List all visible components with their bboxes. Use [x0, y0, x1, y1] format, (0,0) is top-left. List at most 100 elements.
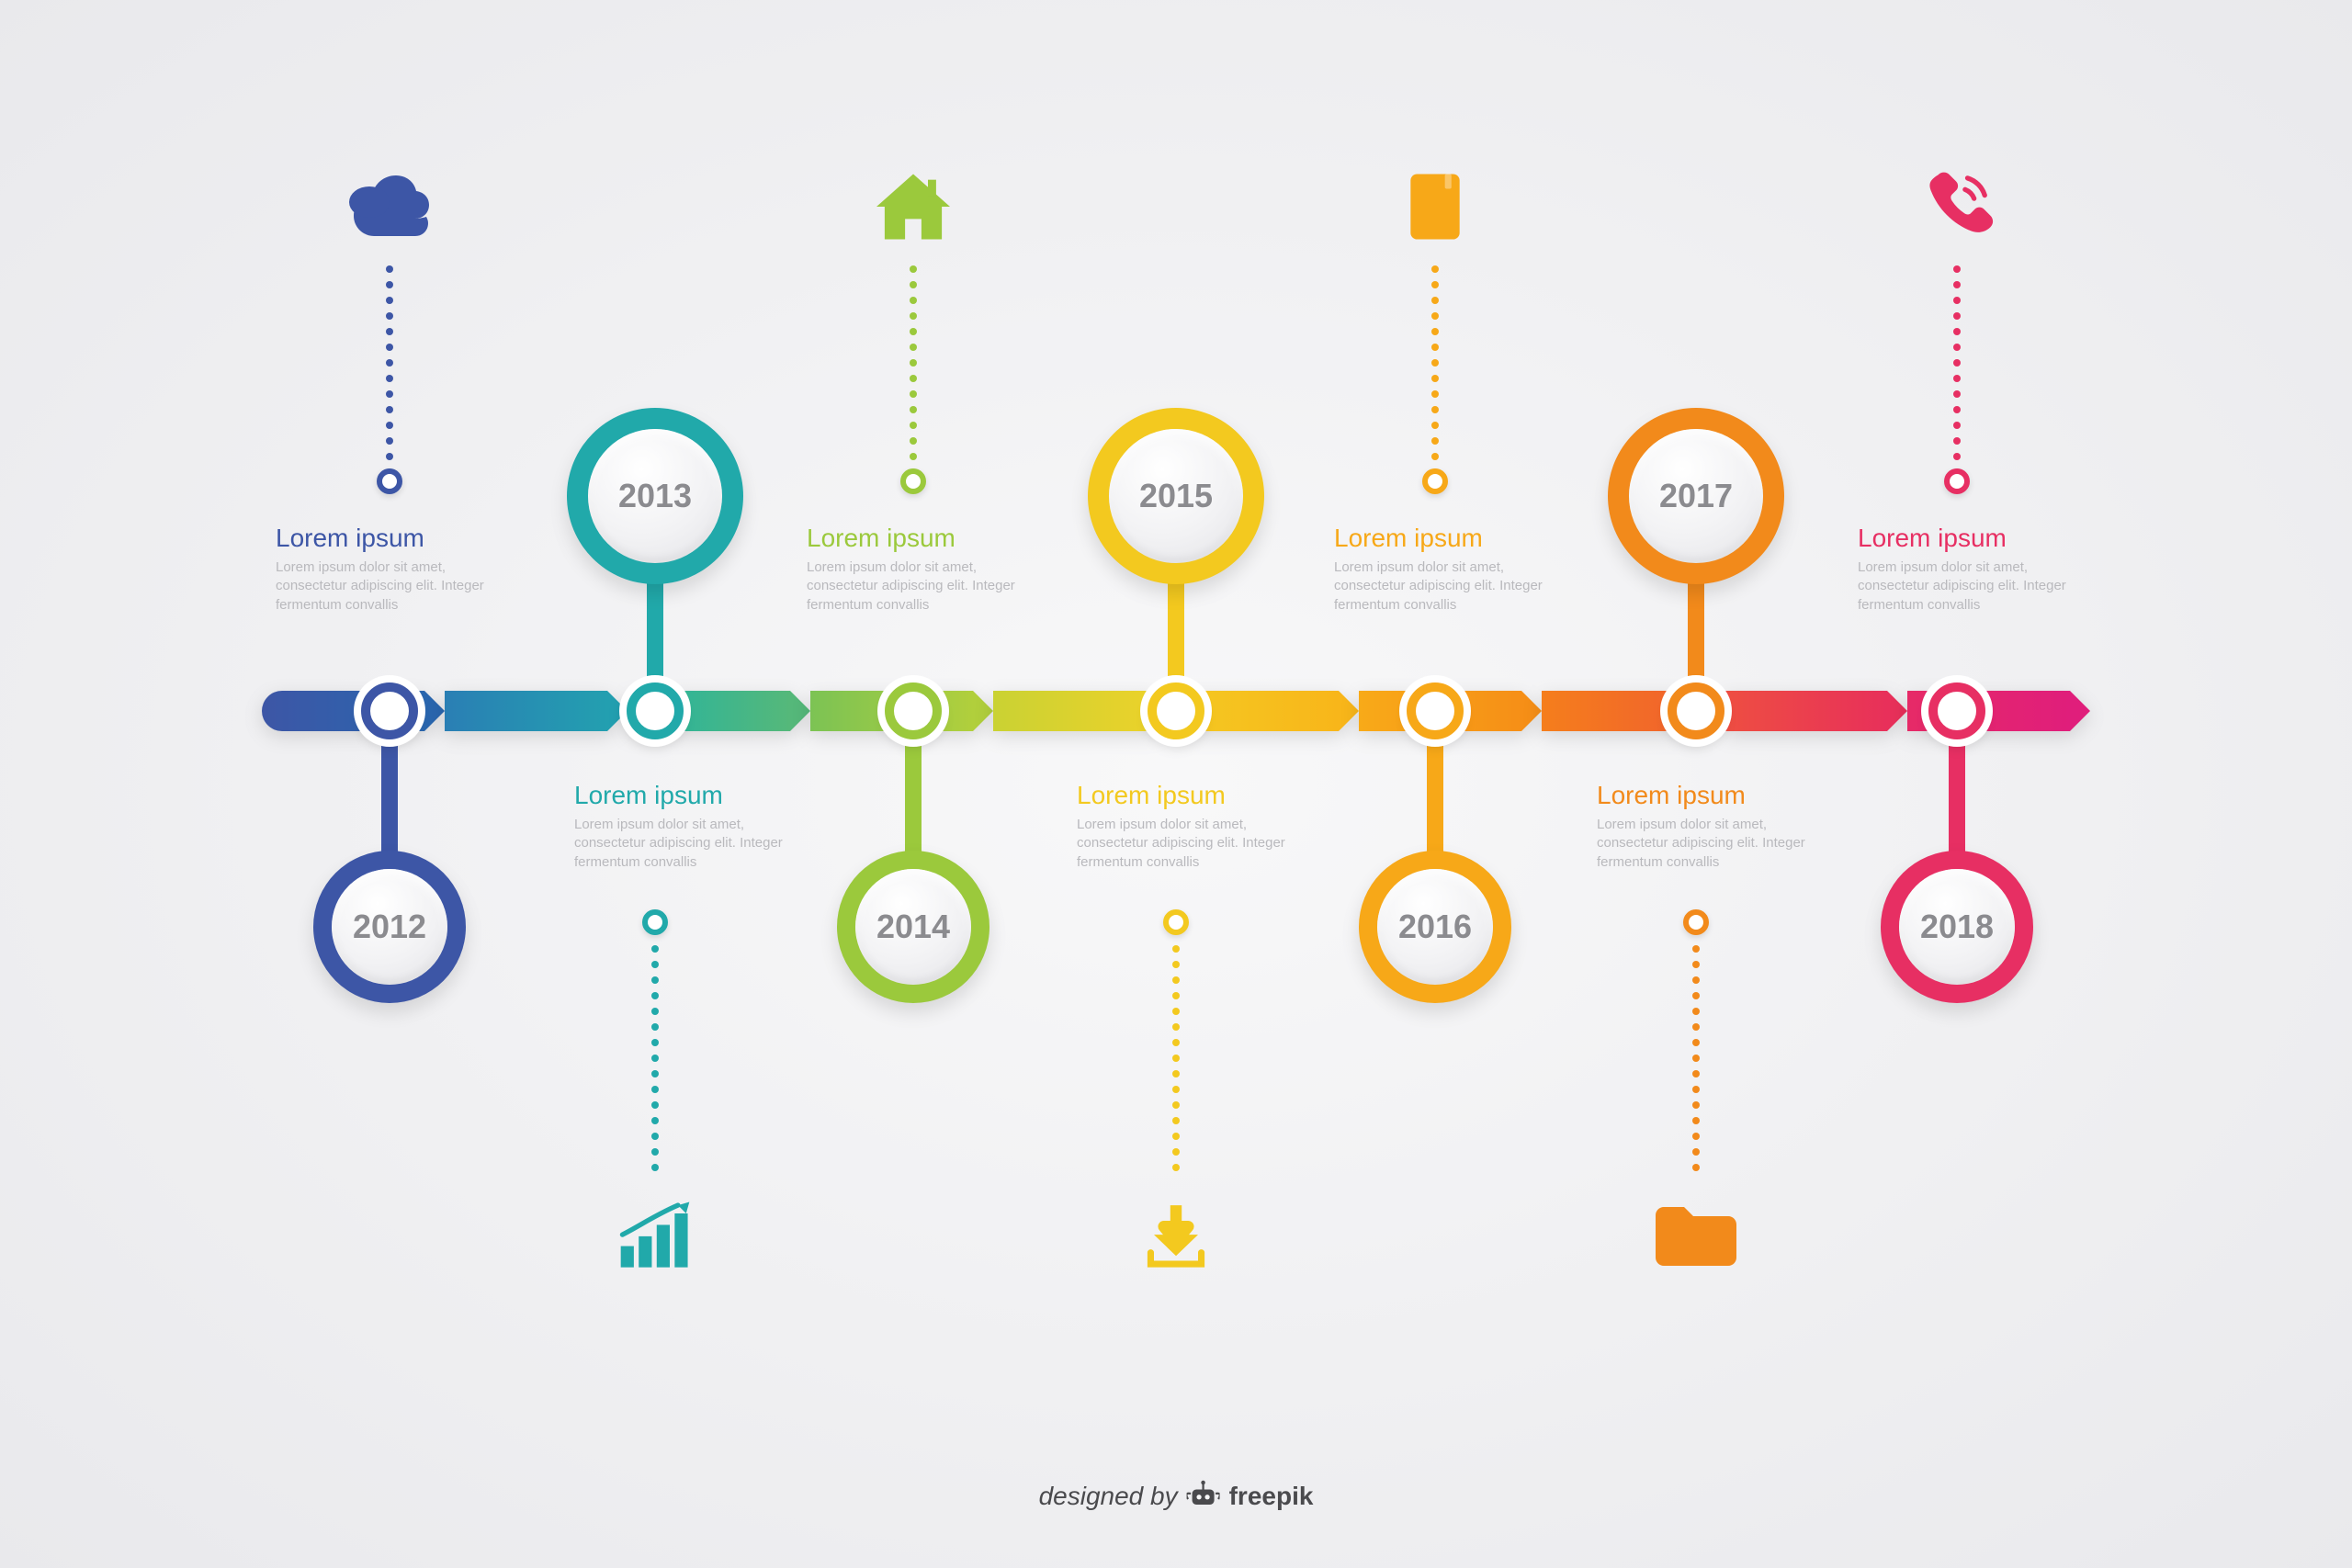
connector-dot [1953, 453, 1961, 460]
connector-dot [1431, 312, 1439, 320]
dotted-connector [1172, 937, 1180, 1179]
book-icon [1389, 170, 1481, 243]
entry-text: Lorem ipsum Lorem ipsum dolor sit amet, c… [1597, 781, 1836, 872]
connector-dot [1953, 359, 1961, 367]
connector-dot [651, 961, 659, 968]
connector-dot [1953, 312, 1961, 320]
entry-body: Lorem ipsum dolor sit amet, consectetur … [574, 816, 813, 872]
connector-dot [1692, 1086, 1700, 1093]
attribution: designed by freepik [1039, 1480, 1314, 1513]
connector-dot [386, 265, 393, 273]
connector-dot [1692, 1133, 1700, 1140]
connector-dot [1953, 406, 1961, 413]
connector-dot [651, 992, 659, 999]
year-ball: 2012 [313, 851, 466, 1003]
year-ball: 2015 [1088, 408, 1264, 584]
connector-dot [1692, 1055, 1700, 1062]
connector-dot [1953, 265, 1961, 273]
connector-dot [910, 328, 917, 335]
connector-dot [1692, 1148, 1700, 1156]
connector-dot [1431, 453, 1439, 460]
connector-dot [1431, 390, 1439, 398]
entry-title: Lorem ipsum [276, 524, 514, 553]
year-ball: 2018 [1881, 851, 2033, 1003]
connector-dot [651, 1133, 659, 1140]
connector-terminator [377, 468, 402, 494]
chart-icon [609, 1199, 701, 1272]
connector-dot [1172, 1055, 1180, 1062]
connector-dot [651, 1008, 659, 1015]
connector-dot [386, 359, 393, 367]
connector-dot [1172, 992, 1180, 999]
connector-dot [1692, 976, 1700, 984]
connector-dot [651, 945, 659, 953]
connector-dot [1431, 281, 1439, 288]
connector-dot [910, 437, 917, 445]
connector-dot [910, 312, 917, 320]
entry-title: Lorem ipsum [1077, 781, 1316, 810]
entry-title: Lorem ipsum [1334, 524, 1573, 553]
connector-dot [386, 312, 393, 320]
entry-body: Lorem ipsum dolor sit amet, consectetur … [1858, 558, 2097, 615]
entry-title: Lorem ipsum [574, 781, 813, 810]
connector-dot [1431, 375, 1439, 382]
download-icon [1130, 1199, 1222, 1272]
connector-dot [1692, 1101, 1700, 1109]
connector-dot [1953, 281, 1961, 288]
connector-dot [1953, 422, 1961, 429]
connector-dot [1692, 1164, 1700, 1171]
connector-terminator [642, 909, 668, 935]
connector-dot [1692, 945, 1700, 953]
connector-dot [1172, 1101, 1180, 1109]
connector-dot [910, 359, 917, 367]
timeline-marker [1668, 682, 1724, 739]
connector-terminator [1163, 909, 1189, 935]
attribution-prefix: designed by [1039, 1482, 1178, 1511]
connector-dot [386, 390, 393, 398]
connector-dot [1953, 344, 1961, 351]
timeline-marker [627, 682, 684, 739]
home-icon [867, 170, 959, 243]
connector-dot [1172, 1086, 1180, 1093]
connector-dot [1431, 344, 1439, 351]
connector-dot [1431, 406, 1439, 413]
year-label: 2014 [855, 869, 971, 985]
connector-terminator [1422, 468, 1448, 494]
year-label: 2015 [1109, 429, 1243, 563]
connector-dot [651, 1086, 659, 1093]
year-label: 2016 [1377, 869, 1493, 985]
connector-dot [386, 297, 393, 304]
entry-text: Lorem ipsum Lorem ipsum dolor sit amet, c… [1077, 781, 1316, 872]
entry-title: Lorem ipsum [1597, 781, 1836, 810]
year-ball: 2017 [1608, 408, 1784, 584]
connector-dot [1172, 1070, 1180, 1077]
timeline-marker [1928, 682, 1985, 739]
entry-text: Lorem ipsum Lorem ipsum dolor sit amet, c… [574, 781, 813, 872]
axis-segment [1724, 691, 1907, 731]
entry-body: Lorem ipsum dolor sit amet, consectetur … [1597, 816, 1836, 872]
entry-body: Lorem ipsum dolor sit amet, consectetur … [1077, 816, 1316, 872]
connector-dot [651, 1101, 659, 1109]
entry-text: Lorem ipsum Lorem ipsum dolor sit amet, c… [276, 524, 514, 615]
connector-dot [651, 1070, 659, 1077]
connector-dot [386, 344, 393, 351]
connector-dot [651, 1039, 659, 1046]
freepik-logo-icon [1187, 1480, 1220, 1513]
entry-text: Lorem ipsumLorem ipsum dolor sit amet, c… [807, 524, 1046, 615]
connector-dot [1172, 1148, 1180, 1156]
connector-dot [1431, 265, 1439, 273]
connector-dot [910, 281, 917, 288]
connector-dot [1692, 1070, 1700, 1077]
entry-body: Lorem ipsum dolor sit amet, consectetur … [276, 558, 514, 615]
year-ball: 2014 [837, 851, 989, 1003]
connector-dot [1172, 961, 1180, 968]
connector-dot [1953, 328, 1961, 335]
dotted-connector [1692, 937, 1700, 1179]
connector-dot [910, 265, 917, 273]
dotted-connector [386, 257, 393, 484]
entry-title: Lorem ipsum [1858, 524, 2097, 553]
connector-dot [651, 1148, 659, 1156]
connector-dot [1172, 1023, 1180, 1031]
connector-dot [910, 453, 917, 460]
dotted-connector [910, 257, 917, 484]
